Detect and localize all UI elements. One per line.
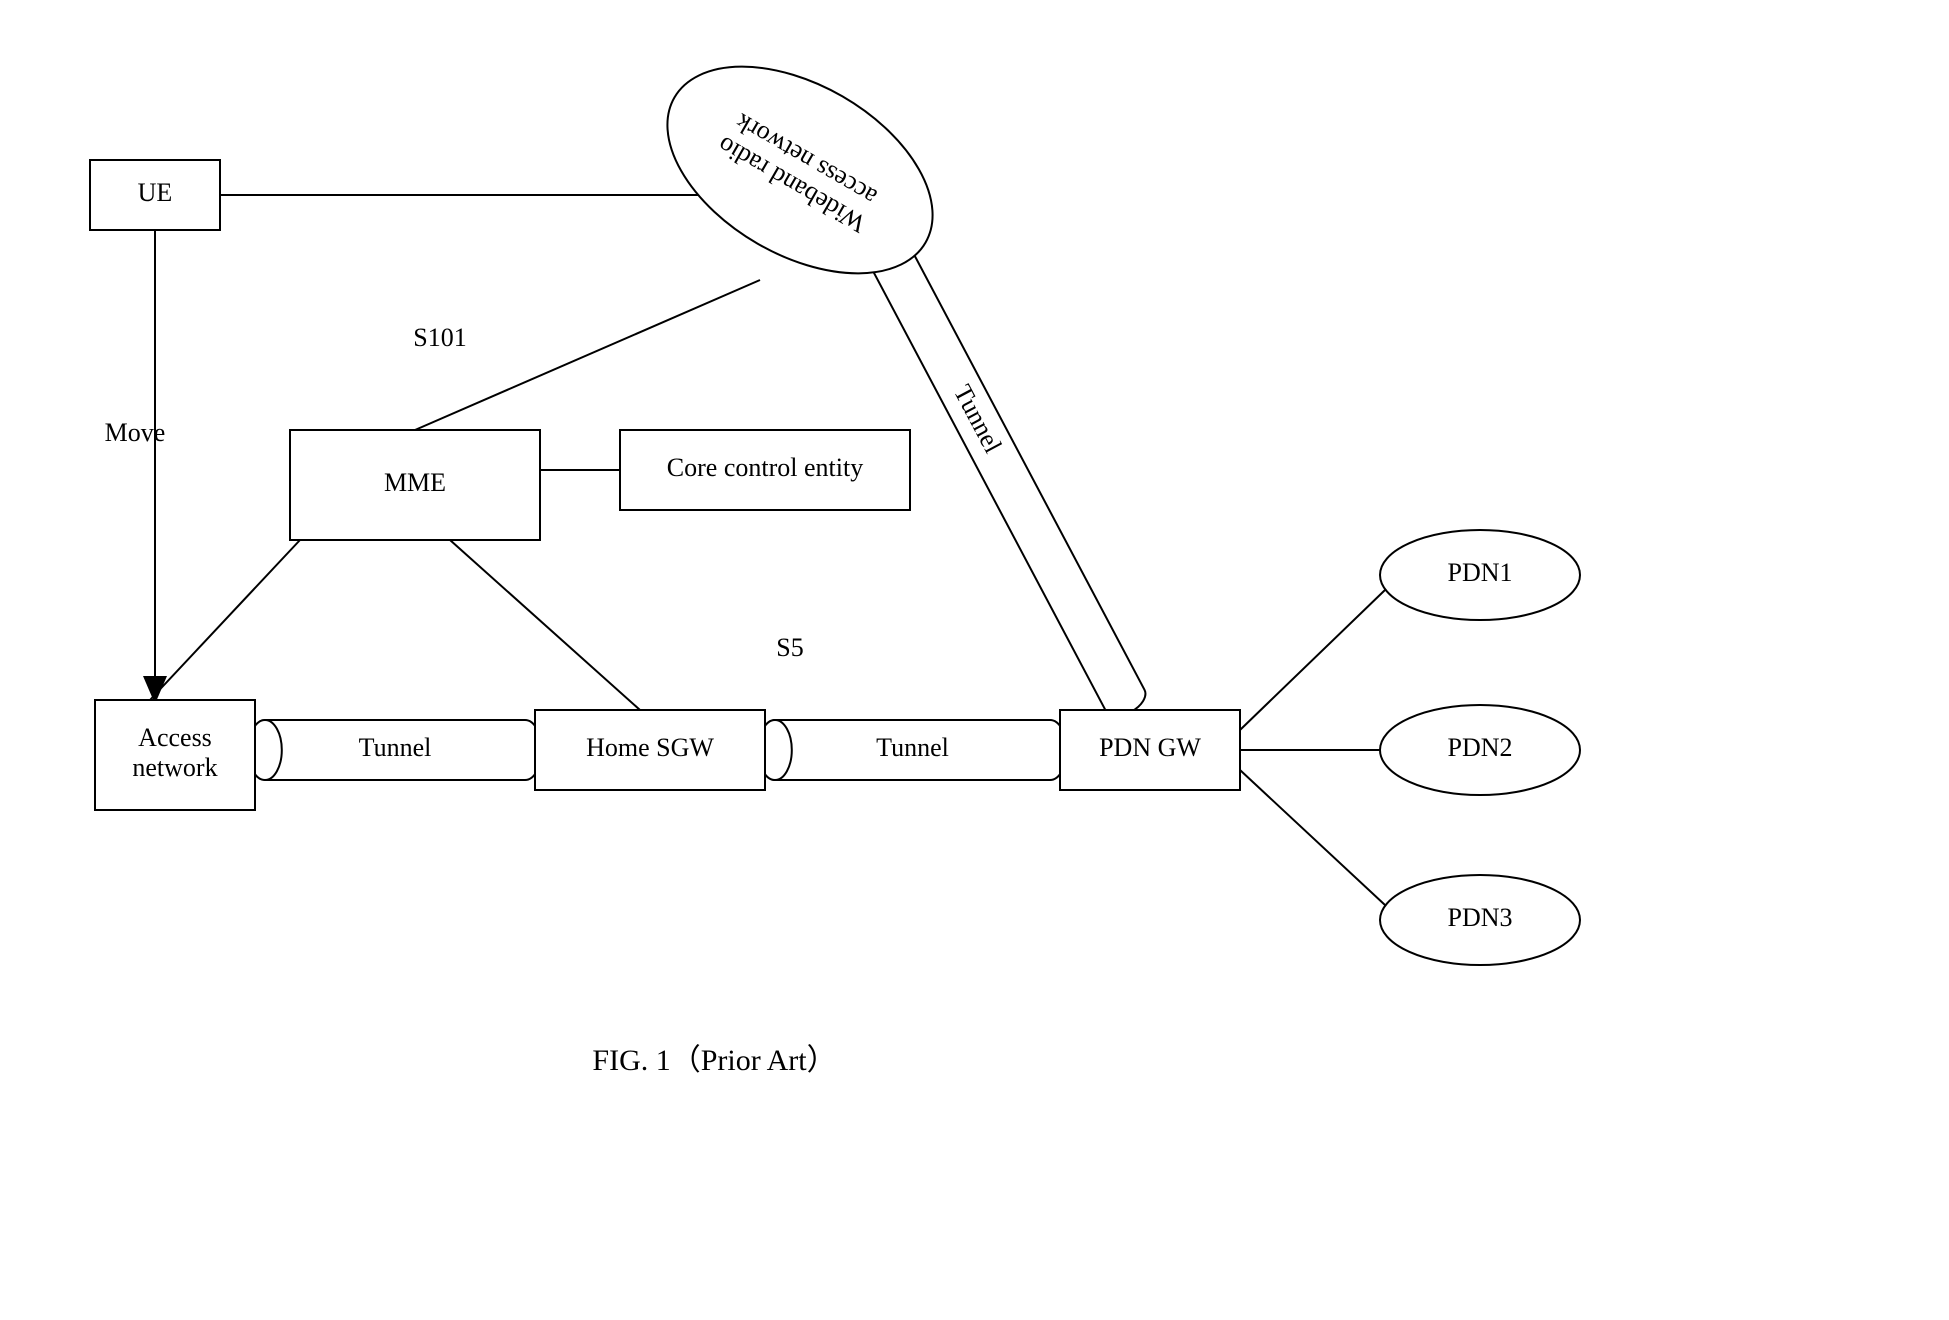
edge-pdngw-pdn3 (1240, 770, 1385, 905)
edge-pdngw-pdn1 (1240, 590, 1385, 730)
svg-text:Core control entity: Core control entity (667, 453, 863, 482)
svg-text:PDN3: PDN3 (1447, 903, 1512, 932)
svg-text:Tunnel: Tunnel (876, 733, 949, 762)
edge-mme-sgw (450, 540, 640, 710)
svg-text:Tunnel: Tunnel (359, 733, 432, 762)
svg-text:UE: UE (138, 178, 173, 207)
edge-mme-access (150, 540, 300, 700)
svg-text:Home SGW: Home SGW (586, 733, 714, 762)
free-label: S5 (776, 633, 803, 662)
node-cce-label: Core control entity (667, 453, 863, 482)
svg-text:S5: S5 (776, 633, 803, 662)
svg-text:PDN GW: PDN GW (1099, 733, 1201, 762)
edge-wran-mme (415, 280, 760, 430)
svg-text:network: network (132, 753, 217, 782)
node-access-label: Accessnetwork (132, 723, 217, 782)
svg-text:PDN1: PDN1 (1447, 558, 1512, 587)
svg-text:MME: MME (384, 468, 446, 497)
figure-caption: FIG. 1（Prior Art） (592, 1044, 836, 1077)
node-pdngw-label: PDN GW (1099, 733, 1201, 762)
svg-text:PDN2: PDN2 (1447, 733, 1512, 762)
node-sgw-label: Home SGW (586, 733, 714, 762)
tunnel-sgw-pdngw-label: Tunnel (876, 733, 949, 762)
svg-text:S101: S101 (413, 323, 466, 352)
node-pdn2-label: PDN2 (1447, 733, 1512, 762)
svg-text:Move: Move (105, 418, 166, 447)
node-pdn3-label: PDN3 (1447, 903, 1512, 932)
node-mme-label: MME (384, 468, 446, 497)
tunnel-access-sgw-label: Tunnel (359, 733, 432, 762)
node-pdn1-label: PDN1 (1447, 558, 1512, 587)
edges-layer (150, 195, 1385, 905)
node-ue-label: UE (138, 178, 173, 207)
svg-text:Access: Access (138, 723, 212, 752)
